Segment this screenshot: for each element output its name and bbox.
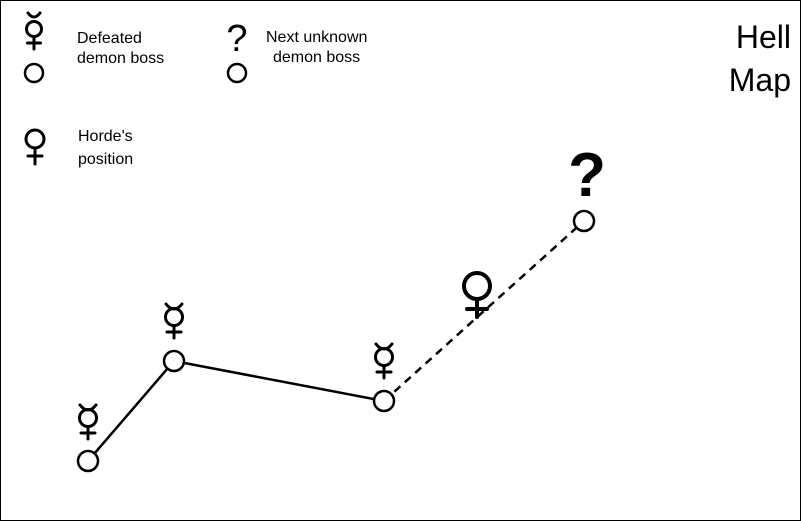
defeated-boss-3-mercury-icon xyxy=(374,342,394,380)
legend-unknown-question-mark: ? xyxy=(226,18,247,60)
legend-unknown-node-icon xyxy=(226,62,248,84)
legend-horde-label-line1: Horde's xyxy=(78,128,133,145)
map-title-line2: Map xyxy=(729,62,791,98)
legend-unknown-label-line1: Next unknown xyxy=(266,29,367,46)
legend-unknown-label-line2: demon boss xyxy=(273,49,360,66)
defeated-boss-1-mercury-icon xyxy=(78,403,98,441)
defeated-boss-2-mercury-icon xyxy=(164,302,184,340)
legend-defeated-node-icon xyxy=(23,62,45,84)
legend-defeated-label-line2: demon boss xyxy=(77,50,164,67)
boss-node-1 xyxy=(76,449,100,473)
solid-route-line xyxy=(87,359,385,462)
dashed-route-line xyxy=(383,220,585,402)
legend-defeated-label-line1: Defeated xyxy=(77,30,142,47)
horde-position-venus-icon xyxy=(462,271,492,319)
boss-node-2 xyxy=(162,349,186,373)
map-title-line1: Hell xyxy=(736,19,791,55)
boss-node-3 xyxy=(372,389,396,413)
legend-horde-venus-icon xyxy=(24,128,46,166)
boss-node-unknown xyxy=(572,209,596,233)
unknown-boss-question-mark: ? xyxy=(568,141,606,210)
legend-horde-label-line2: position xyxy=(78,151,133,168)
legend-defeated-mercury-icon xyxy=(25,11,43,51)
